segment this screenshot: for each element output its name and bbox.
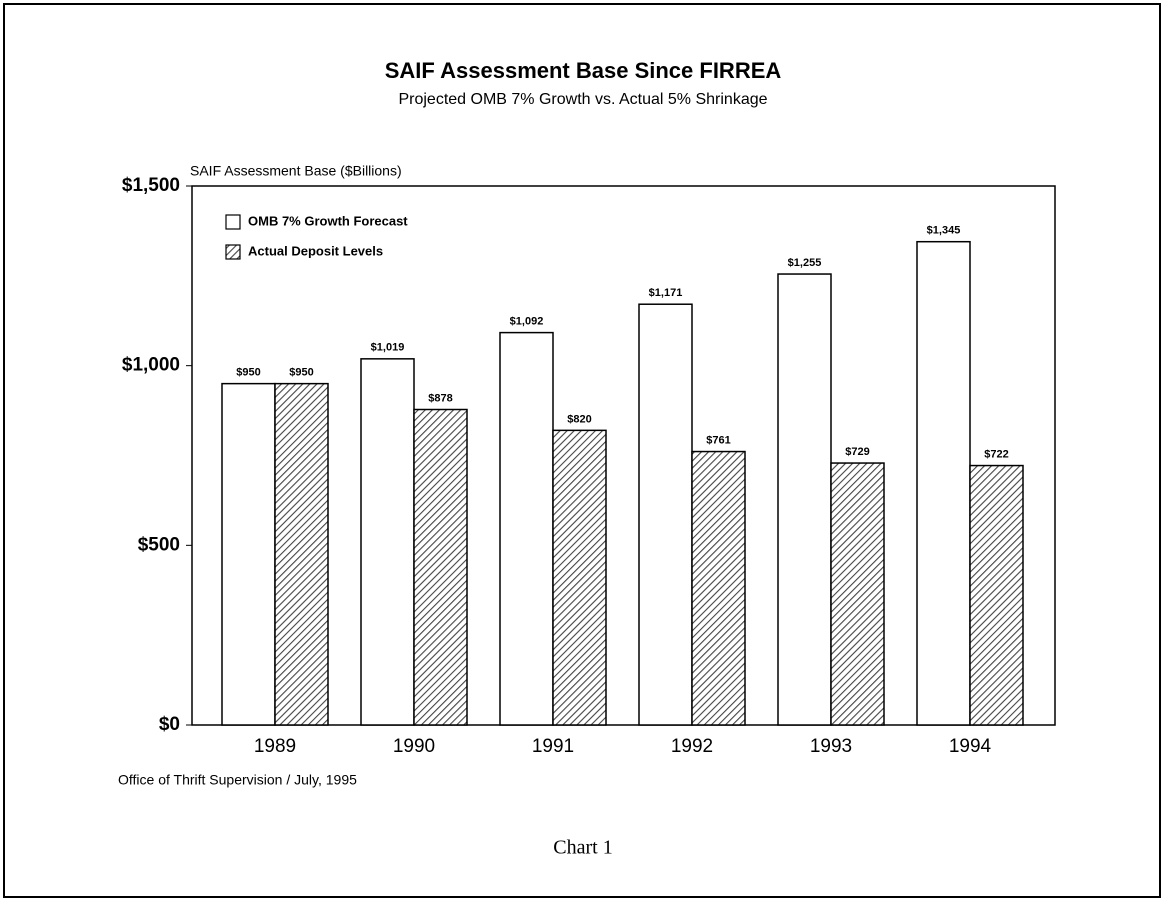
- value-label: $1,255: [788, 257, 822, 269]
- bar: [499, 331, 554, 726]
- value-label: $722: [984, 448, 1008, 460]
- value-label: $729: [845, 446, 869, 458]
- x-tick-label: 1990: [393, 736, 435, 757]
- value-label: $950: [289, 367, 313, 379]
- bar: [413, 408, 468, 726]
- value-label: $1,171: [649, 287, 683, 299]
- bar: [274, 382, 329, 726]
- x-tick-label: 1992: [671, 736, 713, 757]
- chart-subtitle: Projected OMB 7% Growth vs. Actual 5% Sh…: [398, 91, 767, 108]
- value-label: $761: [706, 434, 730, 446]
- value-label: $820: [567, 413, 591, 425]
- value-label: $1,092: [510, 316, 544, 328]
- x-tick-label: 1989: [254, 736, 296, 757]
- y-tick-label: $1,000: [122, 355, 180, 376]
- x-tick-label: 1993: [810, 736, 852, 757]
- bar: [969, 464, 1024, 726]
- bar: [777, 273, 832, 726]
- value-label: $1,019: [371, 342, 405, 354]
- y-tick-label: $1,500: [122, 175, 180, 196]
- chart-title: SAIF Assessment Base Since FIRREA: [385, 58, 782, 83]
- y-axis-label: SAIF Assessment Base ($Billions): [190, 163, 402, 179]
- legend-label: Actual Deposit Levels: [248, 243, 383, 258]
- plot-area: [191, 185, 1056, 726]
- legend-label: OMB 7% Growth Forecast: [248, 213, 408, 228]
- x-tick-label: 1994: [949, 736, 992, 757]
- bar: [638, 303, 693, 726]
- bar: [691, 450, 746, 726]
- bar: [830, 462, 885, 726]
- value-label: $950: [236, 367, 260, 379]
- frame: [3, 3, 1161, 898]
- caption: Chart 1: [553, 837, 612, 859]
- x-tick-label: 1991: [532, 736, 574, 757]
- bar: [916, 240, 971, 726]
- legend-swatch: [225, 214, 241, 230]
- bar: [221, 382, 276, 726]
- value-label: $1,345: [927, 225, 961, 237]
- value-label: $878: [428, 392, 452, 404]
- bar: [360, 358, 415, 726]
- legend-swatch: [225, 244, 241, 260]
- source: Office of Thrift Supervision / July, 199…: [118, 772, 357, 788]
- y-tick-label: $0: [159, 714, 180, 735]
- y-tick-label: $500: [138, 534, 180, 555]
- bar: [552, 429, 607, 726]
